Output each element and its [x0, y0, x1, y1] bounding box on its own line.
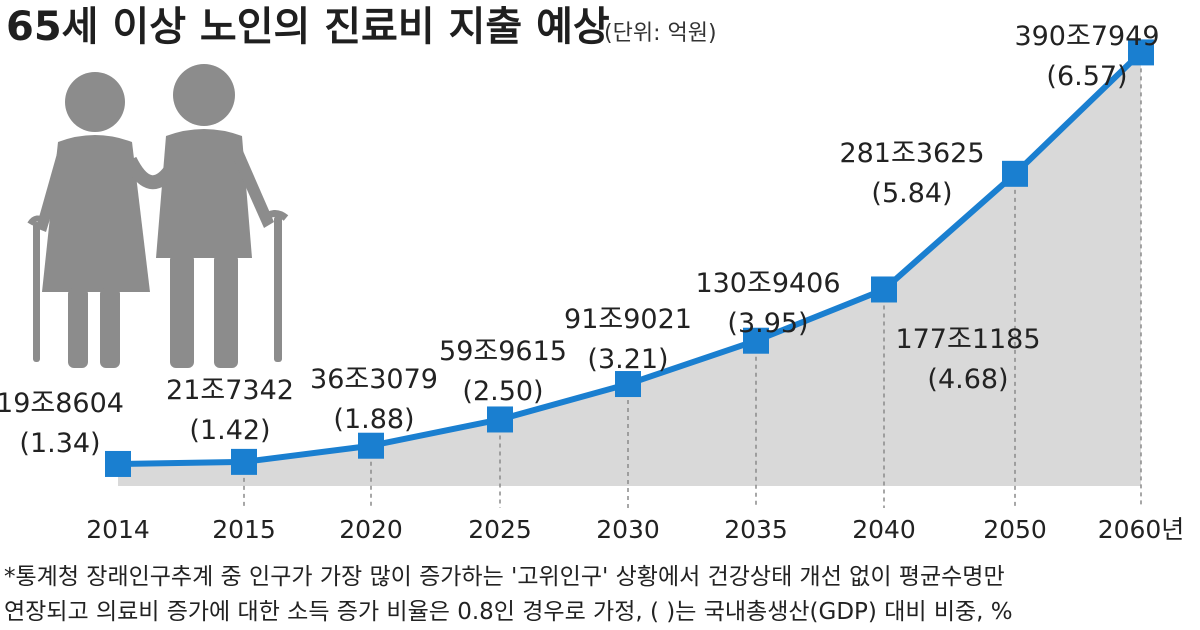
value-label: 130조9406	[695, 268, 840, 299]
value-label: 281조3625	[839, 138, 984, 169]
x-tick-label: 2025	[468, 515, 532, 544]
x-tick-label: 2050	[983, 515, 1047, 544]
value-label: 21조7342	[166, 375, 294, 406]
gdp-share-label: (2.50)	[462, 376, 543, 407]
value-label: 177조1185	[895, 324, 1040, 355]
data-point	[105, 450, 131, 477]
x-axis: 2014 2015 2020 2025 2030 2035 2040 2050 2060년	[86, 515, 1184, 544]
x-tick-label: 2014	[86, 515, 150, 544]
data-point	[1128, 39, 1154, 66]
footnote-line-1: *통계청 장래인구추계 중 인구가 가장 많이 증가하는 '고위인구' 상황에서…	[4, 564, 1005, 590]
value-label: 390조7949	[1014, 21, 1159, 52]
x-tick-label: 2015	[212, 515, 276, 544]
gdp-share-label: (5.84)	[871, 178, 952, 209]
gdp-share-label: (3.95)	[727, 308, 808, 339]
x-tick-label: 2030	[596, 515, 660, 544]
area-fill	[118, 52, 1141, 487]
marker-layer	[105, 39, 1154, 477]
gdp-share-label: (4.68)	[927, 364, 1008, 395]
gdp-share-label: (1.34)	[19, 428, 100, 459]
value-label: 91조9021	[564, 304, 692, 335]
x-tick-label: 2035	[724, 515, 788, 544]
elderly-couple-icon	[27, 64, 289, 368]
data-point	[487, 406, 513, 433]
chart-title: 65세 이상 노인의 진료비 지출 예상	[6, 4, 610, 50]
data-point	[231, 448, 257, 475]
gdp-share-label: (3.21)	[587, 344, 668, 375]
chart-unit: (단위: 억원)	[604, 21, 717, 46]
data-point	[871, 276, 897, 303]
value-label: 59조9615	[439, 336, 567, 367]
gdp-share-label: (6.57)	[1046, 61, 1127, 92]
value-label: 36조3079	[310, 364, 438, 395]
data-point	[615, 371, 641, 398]
data-point	[1002, 160, 1028, 187]
value-label: 19조8604	[0, 388, 124, 419]
label-layer: 19조8604 (1.34) 21조7342 (1.42) 36조3079 (1.88) 5…	[0, 21, 1160, 459]
gdp-share-label: (1.42)	[189, 415, 270, 446]
x-tick-label: 2020	[339, 515, 403, 544]
gdp-share-label: (1.88)	[333, 404, 414, 435]
data-point	[743, 327, 769, 354]
x-tick-label: 2060년	[1098, 515, 1185, 544]
x-tick-label: 2040	[852, 515, 916, 544]
data-point	[358, 432, 384, 459]
area-layer	[118, 52, 1141, 487]
footnote-line-2: 연장되고 의료비 증가에 대한 소득 증가 비율은 0.8인 경우로 가정, (…	[4, 599, 1013, 625]
